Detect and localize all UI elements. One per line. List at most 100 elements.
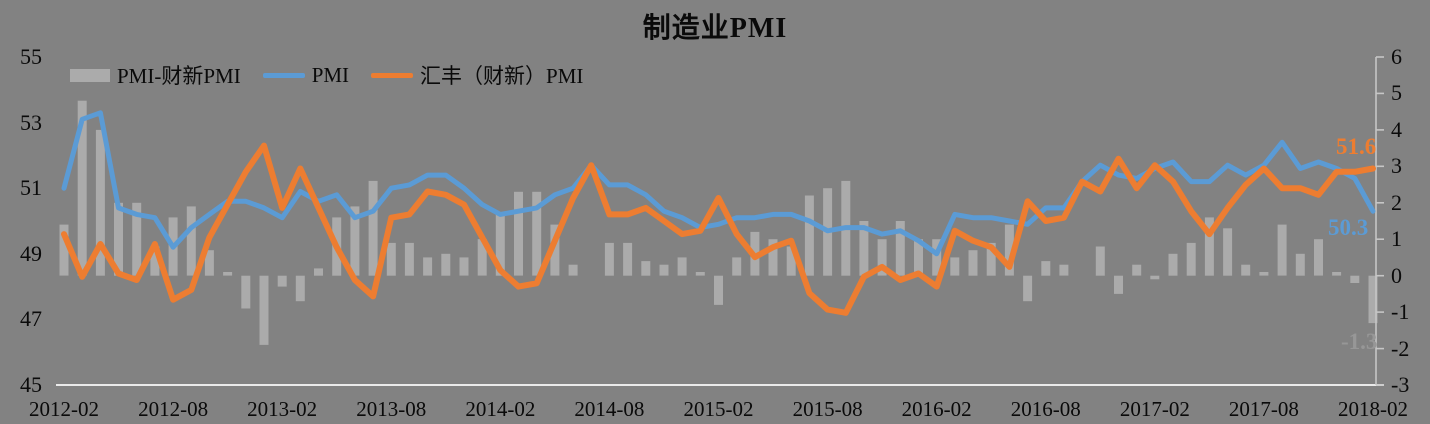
chart-title: 制造业PMI (642, 13, 788, 44)
bar-pmi-minus-caixin (1295, 253, 1305, 276)
bar-pmi-minus-caixin (914, 239, 923, 276)
bar-pmi-minus-caixin (986, 242, 996, 276)
x-axis-tick-label: 2014-02 (465, 397, 536, 421)
x-axis-tick-label: 2018-02 (1338, 397, 1408, 421)
right-axis-tick-label: 5 (1391, 80, 1402, 106)
bar-pmi-minus-caixin (59, 224, 69, 276)
bar-pmi-minus-caixin (932, 239, 942, 276)
bar-pmi-minus-caixin (1350, 275, 1360, 283)
bar-pmi-minus-caixin (277, 275, 287, 287)
left-axis-tick-label: 55 (20, 44, 42, 69)
bar-pmi-minus-caixin (1059, 264, 1069, 276)
bar-pmi-minus-caixin (1114, 275, 1123, 294)
x-axis-tick-label: 2014-08 (574, 397, 645, 421)
bar-pmi-minus-caixin (514, 191, 523, 276)
legend-label-pmi: PMI (311, 62, 350, 87)
bar-pmi-minus-caixin (114, 202, 123, 276)
right-axis-tick-label: 2 (1391, 189, 1402, 215)
bar-pmi-minus-caixin (404, 242, 414, 276)
x-axis-tick-label: 2015-08 (792, 397, 863, 421)
bar-pmi-minus-caixin (423, 257, 433, 276)
bar-pmi-minus-caixin (1004, 224, 1014, 276)
x-axis-tick-label: 2013-08 (356, 397, 427, 421)
bar-pmi-minus-caixin (477, 239, 487, 276)
right-axis-tick-label: 6 (1391, 44, 1402, 69)
bar-pmi-minus-caixin (968, 250, 978, 276)
bar-pmi-minus-caixin (150, 246, 160, 276)
bar-pmi-minus-caixin (714, 275, 723, 305)
data-label-diff-latest: -1.3 (1341, 329, 1378, 354)
data-label-pmi-latest: 50.3 (1328, 215, 1369, 240)
right-axis-tick-label: -2 (1391, 335, 1410, 361)
bar-pmi-minus-caixin (677, 257, 687, 276)
left-axis-tick-label: 49 (20, 240, 42, 266)
bar-pmi-minus-caixin (204, 250, 214, 276)
bar-pmi-minus-caixin (77, 100, 87, 276)
bar-pmi-minus-caixin (314, 268, 323, 276)
bar-pmi-minus-caixin (695, 272, 705, 276)
right-axis-tick-label: 3 (1391, 153, 1402, 179)
bar-pmi-minus-caixin (732, 257, 742, 276)
right-axis-tick-label: -1 (1391, 299, 1410, 325)
bar-pmi-minus-caixin (895, 221, 905, 276)
bar-pmi-minus-caixin (441, 253, 451, 276)
x-axis-tick-label: 2017-08 (1228, 397, 1299, 421)
bar-pmi-minus-caixin (550, 224, 560, 276)
bar-pmi-minus-caixin (1314, 239, 1323, 276)
bar-pmi-minus-caixin (1223, 228, 1233, 276)
bar-pmi-minus-caixin (659, 264, 669, 276)
bar-pmi-minus-caixin (368, 180, 378, 276)
left-axis-tick-label: 45 (20, 372, 42, 397)
legend-label-pmi-minus-caixin: PMI-财新PMI (117, 64, 241, 88)
bar-pmi-minus-caixin (350, 206, 360, 276)
bar-pmi-minus-caixin (1041, 261, 1051, 276)
bar-pmi-minus-caixin (604, 242, 614, 276)
bar-pmi-minus-caixin (1332, 272, 1342, 276)
caixin-line (61, 142, 1376, 316)
bar-pmi-minus-caixin (386, 242, 396, 276)
bar-pmi-minus-caixin (804, 195, 814, 276)
x-axis-tick-label: 2013-02 (247, 397, 318, 421)
bar-pmi-minus-caixin (1241, 264, 1251, 276)
legend: PMI-财新PMI PMI 汇丰（财新）PMI (70, 60, 605, 90)
bar-pmi-minus-caixin (1150, 275, 1160, 280)
bar-pmi-minus-caixin (877, 239, 887, 276)
bar-pmi-minus-caixin (186, 206, 196, 276)
bar-pmi-minus-caixin (459, 257, 469, 276)
x-axis-tick-label: 2015-02 (683, 397, 754, 421)
bar-pmi-minus-caixin (568, 264, 578, 276)
right-axis-tick-label: 1 (1391, 226, 1402, 252)
right-axis-tick-label: 0 (1391, 262, 1402, 288)
bar-pmi-minus-caixin (495, 213, 505, 276)
bar-pmi-minus-caixin (859, 221, 869, 276)
bar-pmi-minus-caixin (95, 129, 105, 276)
bar-pmi-minus-caixin (623, 242, 633, 276)
bar-pmi-minus-caixin (223, 272, 233, 276)
bar-pmi-minus-caixin (786, 246, 796, 276)
x-axis-tick-label: 2016-08 (1010, 397, 1081, 421)
bar-pmi-minus-caixin (1277, 224, 1287, 276)
bar-pmi-minus-caixin (295, 275, 305, 302)
bar-pmi-minus-caixin (241, 275, 251, 309)
bar-pmi-minus-caixin (768, 239, 778, 276)
data-label-caixin-latest: 51.6 (1336, 134, 1377, 159)
legend-line-swatch-pmi-icon (262, 72, 305, 78)
legend-line-swatch-caixin-icon (371, 72, 414, 78)
left-axis-tick-label: 53 (20, 109, 42, 135)
left-axis-tick-label: 51 (20, 175, 42, 201)
bar-pmi-minus-caixin (1204, 217, 1214, 276)
bar-pmi-minus-caixin (1186, 242, 1196, 276)
bar-pmi-minus-caixin (641, 261, 651, 276)
right-axis-tick-label: -3 (1391, 372, 1410, 397)
bar-pmi-minus-caixin (259, 275, 269, 345)
bar-pmi-minus-caixin (1168, 253, 1178, 276)
x-axis-tick-label: 2017-02 (1119, 397, 1190, 421)
bar-pmi-minus-caixin (1259, 272, 1269, 276)
legend-bar-swatch-icon (70, 68, 110, 82)
x-axis-tick-label: 2012-02 (29, 397, 99, 421)
right-axis-tick-label: 4 (1391, 116, 1402, 142)
bar-pmi-minus-caixin (1368, 275, 1378, 324)
left-axis-tick-label: 47 (20, 306, 42, 332)
